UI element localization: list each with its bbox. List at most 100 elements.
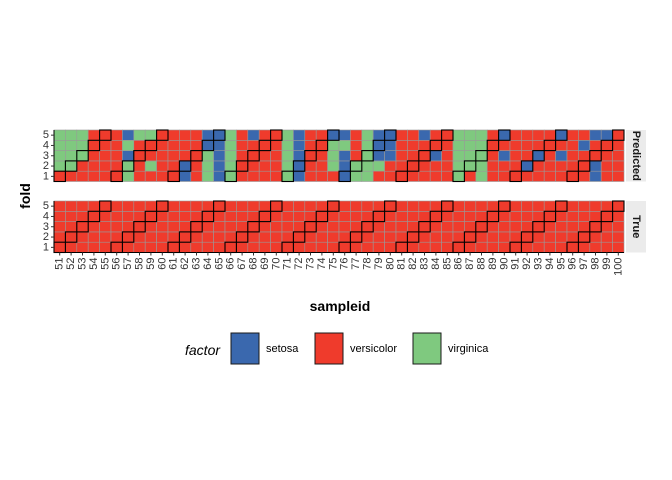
cell-predicted-77-fold5 (350, 129, 363, 141)
cell-predicted-70-fold1 (270, 170, 283, 182)
cell-predicted-72-fold2 (293, 160, 306, 172)
cell-predicted-68-fold3 (247, 150, 260, 162)
cell-predicted-56-fold2 (110, 160, 123, 172)
x-tick-label: 93 (533, 258, 545, 270)
cell-predicted-97-fold5 (578, 129, 591, 141)
cell-true-79-fold4 (372, 211, 385, 222)
cell-true-61-fold4 (167, 211, 180, 222)
cell-true-66-fold1 (224, 241, 237, 253)
cell-predicted-95-fold5 (555, 129, 568, 141)
cell-predicted-65-fold2 (213, 160, 226, 172)
cell-predicted-74-fold4 (315, 140, 328, 151)
cell-predicted-83-fold3 (418, 150, 431, 162)
cell-true-91-fold3 (509, 221, 522, 233)
cell-predicted-61-fold2 (167, 160, 180, 172)
cell-predicted-52-fold3 (65, 150, 78, 162)
cell-predicted-91-fold1 (509, 170, 522, 182)
holdout-outline-predicted-80 (384, 129, 397, 141)
cell-predicted-87-fold4 (464, 140, 477, 151)
cell-predicted-56-fold3 (110, 150, 123, 162)
cell-predicted-65-fold4 (213, 140, 226, 151)
legend-item-setosa: setosa (230, 332, 299, 365)
holdout-outline-true-70 (270, 200, 283, 212)
cell-predicted-54-fold5 (87, 129, 100, 141)
cell-true-82-fold1 (407, 241, 420, 253)
cell-predicted-93-fold1 (532, 170, 545, 182)
cell-predicted-77-fold1 (350, 170, 363, 182)
cell-predicted-51-fold3 (53, 150, 66, 162)
x-tick-label: 97 (578, 258, 590, 270)
cell-true-89-fold5 (486, 200, 499, 212)
cell-predicted-97-fold2 (578, 160, 591, 172)
legend-key (314, 332, 344, 365)
cell-predicted-64-fold5 (201, 129, 214, 141)
cell-true-90-fold3 (498, 221, 511, 233)
cell-predicted-55-fold3 (99, 150, 112, 162)
cell-predicted-63-fold2 (190, 160, 203, 172)
cell-predicted-51-fold5 (53, 129, 66, 141)
cell-true-60-fold2 (156, 231, 169, 243)
cell-predicted-63-fold4 (190, 140, 203, 151)
cell-true-81-fold3 (395, 221, 408, 233)
cell-true-59-fold3 (144, 221, 157, 233)
cell-predicted-69-fold5 (258, 129, 271, 141)
cell-true-53-fold5 (76, 200, 89, 212)
cell-true-57-fold2 (122, 231, 135, 243)
x-tick-label: 83 (419, 258, 431, 270)
cell-predicted-74-fold2 (315, 160, 328, 172)
cell-true-84-fold5 (429, 200, 442, 212)
x-tick-label: 76 (339, 258, 351, 270)
cell-predicted-80-fold1 (384, 170, 397, 182)
cell-predicted-93-fold2 (532, 160, 545, 172)
cell-true-96-fold5 (566, 200, 579, 212)
x-tick-label: 54 (88, 258, 100, 270)
holdout-outline-predicted-94 (543, 139, 557, 152)
cell-true-52-fold4 (65, 211, 78, 222)
cell-true-73-fold4 (304, 211, 317, 222)
cell-predicted-55-fold4 (99, 140, 112, 151)
cell-true-61-fold5 (167, 200, 180, 212)
cell-true-56-fold5 (110, 200, 123, 212)
holdout-outline-true-69 (258, 210, 272, 223)
cell-true-96-fold3 (566, 221, 579, 233)
cell-predicted-69-fold4 (258, 140, 271, 151)
cell-true-81-fold1 (395, 241, 408, 253)
holdout-outline-predicted-61 (167, 170, 180, 183)
cell-true-87-fold5 (464, 200, 477, 212)
cell-true-52-fold5 (65, 200, 78, 212)
cell-true-76-fold3 (338, 221, 351, 233)
cell-predicted-66-fold3 (224, 150, 237, 162)
holdout-outline-predicted-77 (349, 160, 363, 172)
x-tick-label: 63 (191, 258, 203, 270)
cell-true-95-fold4 (555, 211, 568, 222)
cell-true-53-fold3 (76, 221, 89, 233)
cell-true-52-fold2 (65, 231, 78, 243)
cell-true-70-fold2 (270, 231, 283, 243)
cell-predicted-65-fold5 (213, 129, 226, 141)
cell-true-84-fold1 (429, 241, 442, 253)
cell-predicted-53-fold2 (76, 160, 89, 172)
cell-predicted-90-fold5 (498, 129, 511, 141)
cell-true-83-fold2 (418, 231, 431, 243)
holdout-outline-true-74 (315, 210, 329, 223)
x-tick-label: 55 (99, 258, 111, 270)
cell-true-60-fold4 (156, 211, 169, 222)
cell-predicted-71-fold4 (281, 140, 294, 151)
holdout-outline-predicted-56 (110, 170, 123, 183)
cell-true-77-fold3 (350, 221, 363, 233)
cell-predicted-62-fold3 (179, 150, 192, 162)
cell-true-58-fold5 (133, 200, 146, 212)
cell-true-82-fold4 (407, 211, 420, 222)
cell-predicted-81-fold3 (395, 150, 408, 162)
holdout-outline-predicted-53 (76, 150, 89, 162)
cell-predicted-99-fold5 (600, 129, 613, 141)
holdout-outline-true-54 (87, 210, 101, 223)
cell-predicted-76-fold3 (338, 150, 351, 162)
cell-true-54-fold2 (87, 231, 100, 243)
cell-true-54-fold4 (87, 211, 100, 222)
cell-true-60-fold3 (156, 221, 169, 233)
cell-predicted-94-fold3 (543, 150, 556, 162)
cell-predicted-79-fold2 (372, 160, 385, 172)
x-tick-label: 61 (168, 258, 180, 270)
cell-predicted-54-fold3 (87, 150, 100, 162)
